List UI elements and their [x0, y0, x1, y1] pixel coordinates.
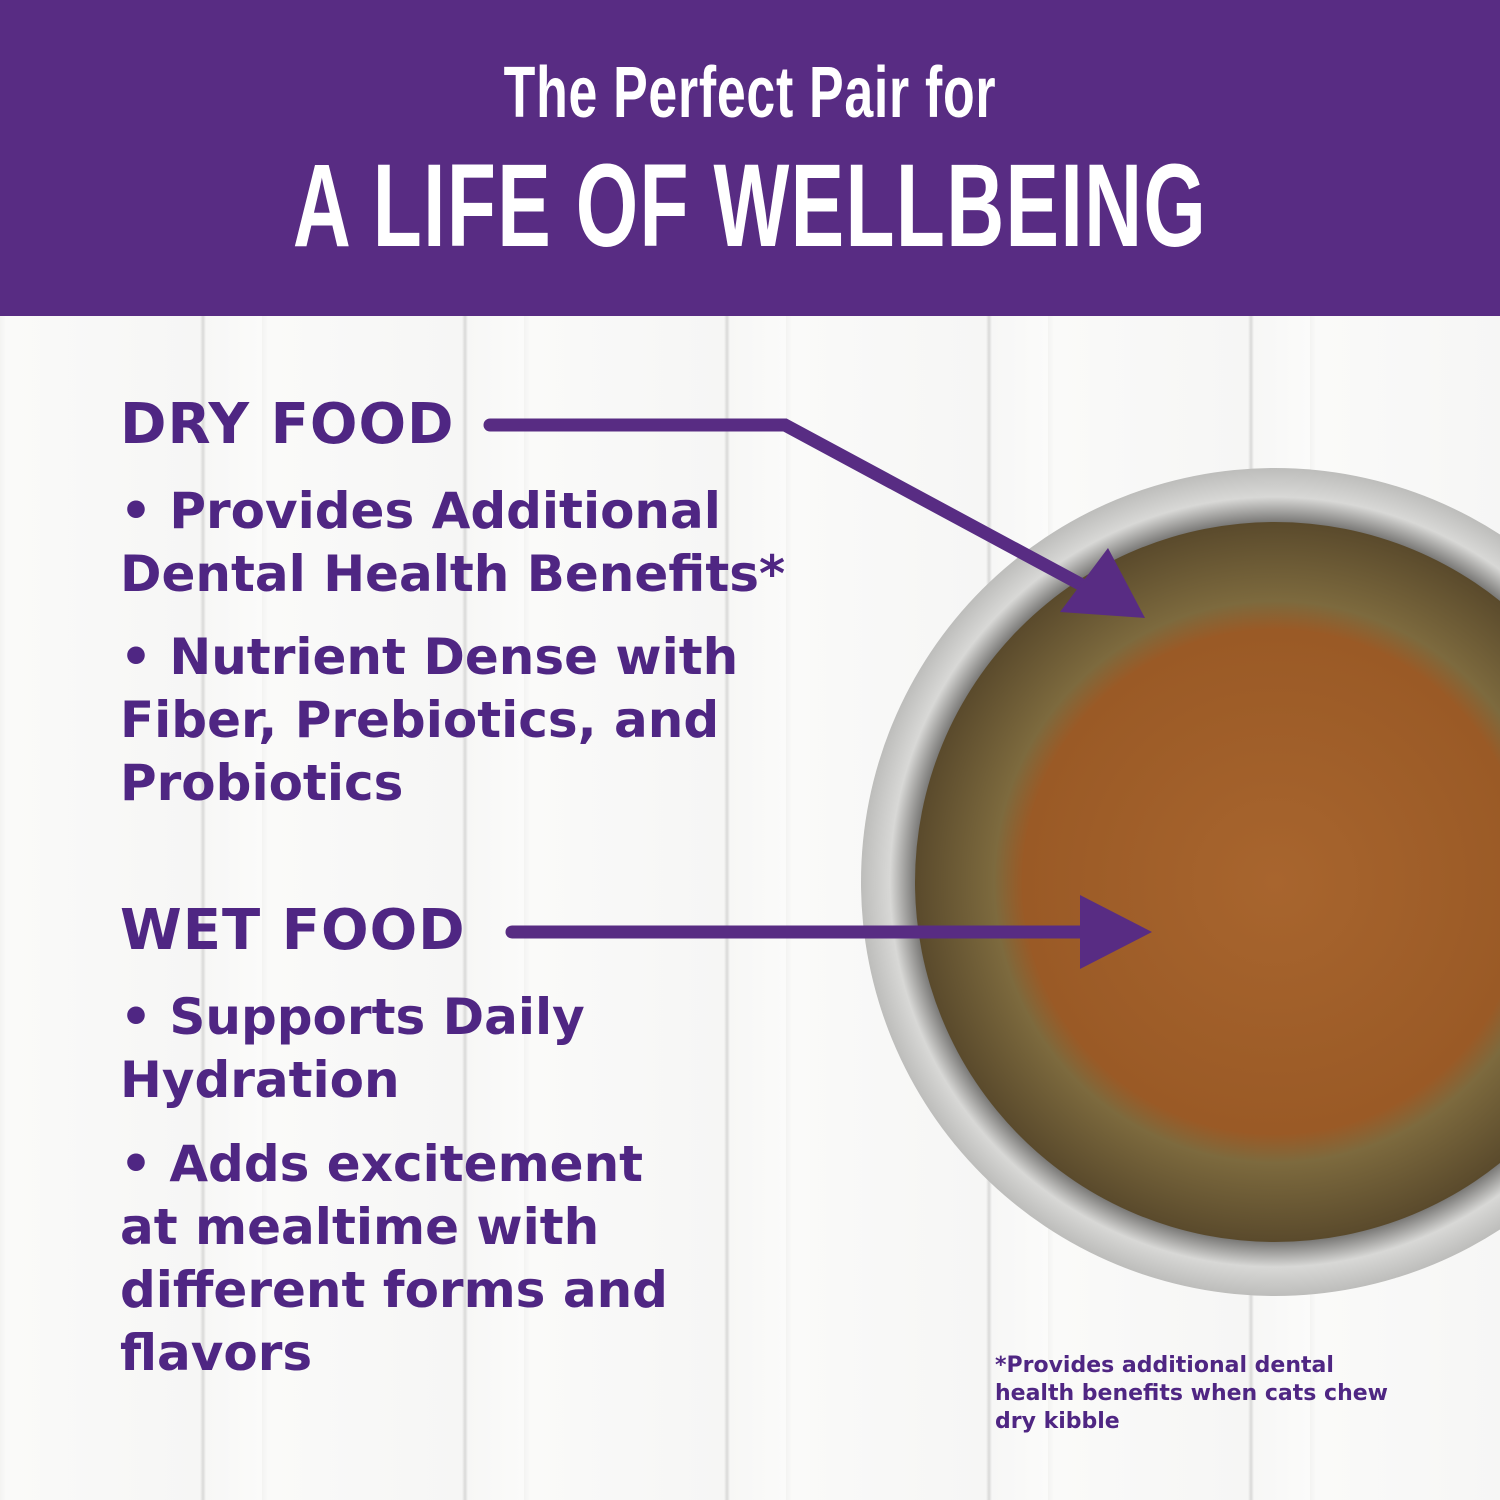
- dry-bullet-2: • Nutrient Dense with Fiber, Prebiotics,…: [120, 628, 739, 812]
- wet-bullet-2: • Adds excitement at mealtime with diffe…: [120, 1135, 668, 1382]
- wet-bullet-1: • Supports Daily Hydration: [120, 988, 585, 1109]
- food: [915, 522, 1500, 1242]
- header-subtitle: The Perfect Pair for: [503, 53, 997, 133]
- footnote: *Provides additional dental health benef…: [995, 1353, 1388, 1434]
- dry-arrow: [483, 418, 1145, 618]
- header-title: A LIFE OF WELLBEING: [292, 140, 1208, 272]
- header-banner: The Perfect Pair for A LIFE OF WELLBEING: [0, 0, 1500, 316]
- wet-arrow: [505, 895, 1152, 969]
- wet-food-title: WET FOOD: [120, 898, 466, 963]
- dry-bullet-1: • Provides Additional Dental Health Bene…: [120, 482, 786, 603]
- dry-food-title: DRY FOOD: [120, 392, 455, 457]
